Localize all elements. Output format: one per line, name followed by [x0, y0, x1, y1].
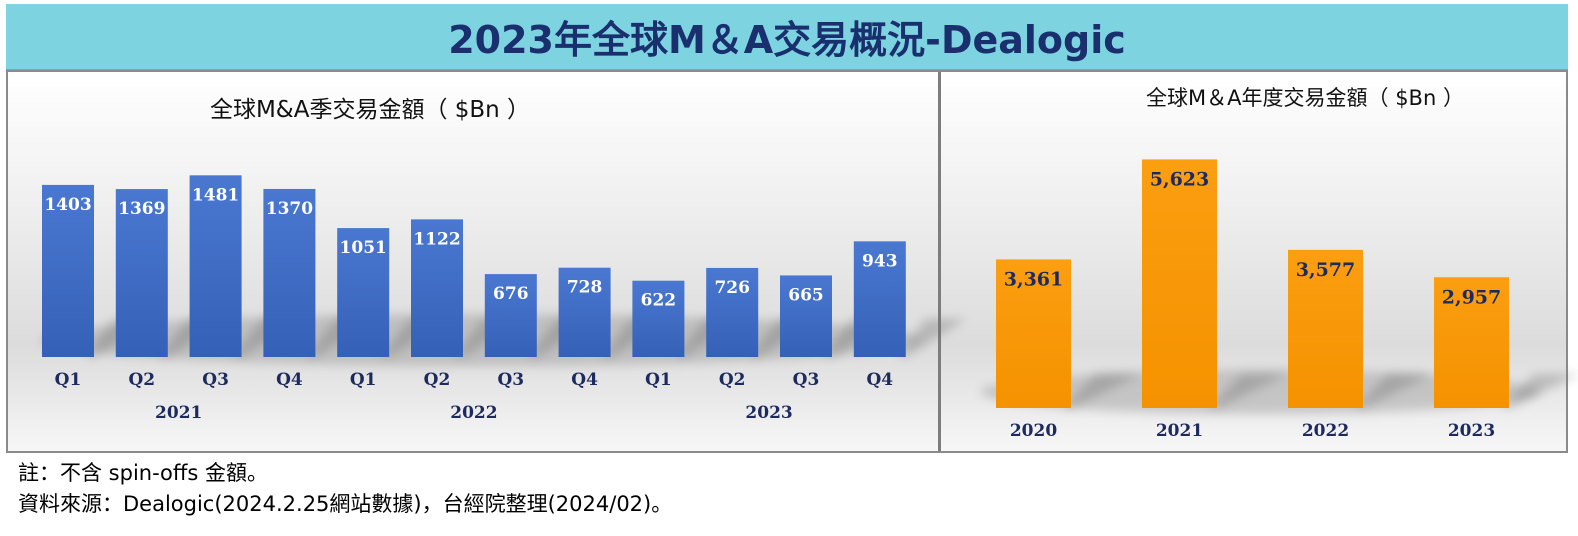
- quarterly-bar: [411, 219, 463, 357]
- annual-bar: [996, 259, 1071, 408]
- quarterly-x-tick: Q2: [128, 370, 155, 390]
- annual-x-tick: 2021: [1156, 421, 1203, 441]
- annual-bar-label: 2,957: [1442, 286, 1502, 308]
- quarterly-x-tick: Q3: [497, 370, 524, 390]
- quarterly-bar-label: 728: [567, 278, 603, 298]
- annual-bar: [1142, 159, 1217, 408]
- quarterly-bar: [42, 184, 94, 357]
- quarterly-x-tick: Q4: [866, 370, 893, 390]
- annual-x-tick: 2023: [1448, 421, 1495, 441]
- page-title: 2023年全球M＆A交易概況-Dealogic: [448, 18, 1126, 62]
- source-note: 資料來源：Dealogic(2024.2.25網站數據)，台經院整理(2024/…: [18, 492, 673, 516]
- quarterly-bar-label: 665: [788, 285, 824, 305]
- quarterly-bar: [115, 189, 168, 357]
- quarterly-bar: [189, 175, 242, 357]
- annual-x-tick: 2022: [1302, 421, 1349, 441]
- quarterly-bar: [632, 280, 685, 357]
- quarterly-bar-label: 1051: [340, 238, 387, 258]
- quarterly-x-tick: Q1: [645, 370, 672, 390]
- quarterly-chart-title: 全球M&A季交易金額（ $Bn ）: [210, 97, 530, 123]
- annual-bar-shadow: [1063, 374, 1141, 408]
- annual-bar-shadow: [1501, 374, 1578, 408]
- annual-bar-label: 3,577: [1296, 259, 1356, 281]
- annual-bar: [1288, 249, 1363, 408]
- chart-notes: 註：不含 spin-offs 金額。 資料來源：Dealogic(2024.2.…: [18, 458, 1558, 520]
- footnote: 註：不含 spin-offs 金額。: [18, 461, 268, 485]
- quarterly-year-group-label: 2022: [450, 403, 497, 423]
- annual-bar-shadow: [1209, 374, 1287, 408]
- quarterly-x-tick: Q4: [571, 370, 598, 390]
- panel-divider: [938, 72, 941, 451]
- annual-bar-shadow: [1355, 374, 1433, 408]
- quarterly-bar-label: 622: [641, 291, 677, 311]
- quarterly-bar: [780, 275, 832, 357]
- quarterly-year-group-label: 2021: [155, 403, 202, 423]
- quarterly-bar-label: 726: [714, 278, 750, 298]
- annual-x-tick: 2020: [1010, 421, 1057, 441]
- quarterly-bar-shadow: [897, 319, 966, 357]
- quarterly-bar: [484, 274, 537, 357]
- quarterly-x-tick: Q1: [55, 370, 82, 390]
- quarterly-bar: [263, 188, 316, 357]
- annual-bar-label: 5,623: [1150, 168, 1210, 190]
- quarterly-bar: [853, 241, 906, 357]
- annual-chart-title: 全球M＆A年度交易金額（ $Bn ）: [1146, 86, 1464, 110]
- quarterly-x-tick: Q3: [202, 370, 229, 390]
- page-title-banner: 2023年全球M＆A交易概況-Dealogic: [6, 4, 1568, 70]
- quarterly-bar: [558, 267, 611, 357]
- annual-bar: [1434, 277, 1509, 408]
- quarterly-bar: [337, 228, 390, 357]
- quarterly-x-tick: Q1: [350, 370, 377, 390]
- quarterly-x-tick: Q3: [793, 370, 820, 390]
- quarterly-bar-label: 676: [493, 284, 529, 304]
- quarterly-bar: [706, 267, 759, 357]
- quarterly-x-tick: Q2: [719, 370, 746, 390]
- quarterly-bar-label: 943: [862, 251, 898, 271]
- quarterly-bar-label: 1481: [192, 185, 239, 205]
- chart-frame: [6, 70, 1568, 453]
- quarterly-bar-label: 1122: [413, 229, 460, 249]
- annual-bar-label: 3,361: [1004, 268, 1064, 290]
- quarterly-bar-label: 1370: [266, 199, 313, 219]
- quarterly-x-tick: Q2: [424, 370, 451, 390]
- quarterly-bar-label: 1403: [44, 195, 91, 215]
- quarterly-x-tick: Q4: [276, 370, 303, 390]
- quarterly-year-group-label: 2023: [745, 403, 792, 423]
- quarterly-bar-label: 1369: [118, 199, 165, 219]
